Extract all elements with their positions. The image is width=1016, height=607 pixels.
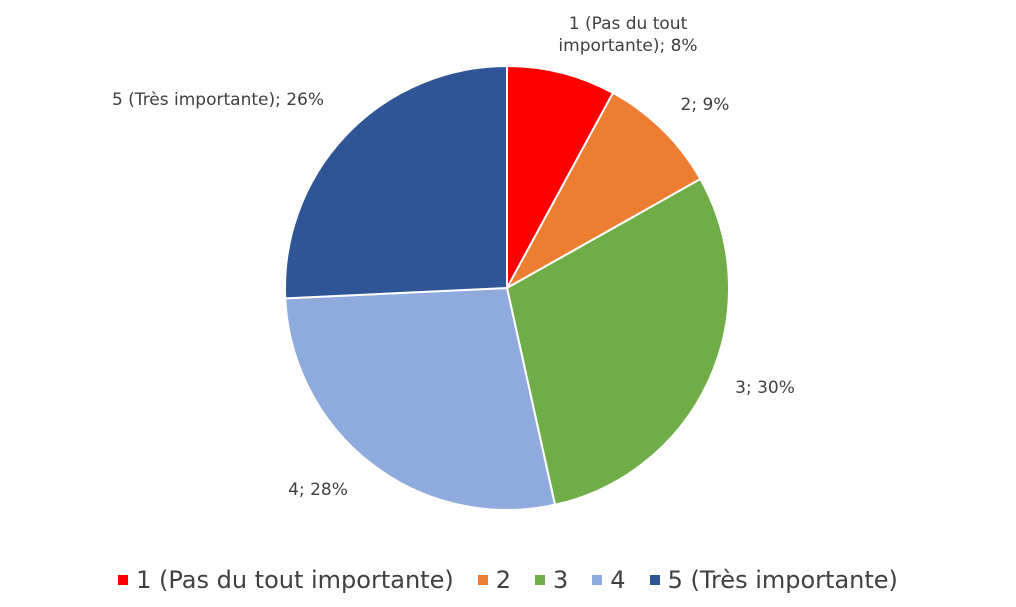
legend-swatch bbox=[118, 575, 129, 585]
data-label: 4; 28% bbox=[288, 480, 348, 500]
legend-label: 2 bbox=[495, 566, 511, 594]
legend-label: 1 (Pas du tout importante) bbox=[136, 566, 454, 594]
legend: 1 (Pas du tout importante) 2 3 4 5 (Très imp… bbox=[0, 566, 1016, 594]
data-label: 5 (Très importante); 26% bbox=[111, 90, 325, 110]
legend-swatch bbox=[535, 575, 545, 585]
legend-swatch bbox=[592, 575, 603, 585]
legend-label: 4 bbox=[610, 566, 626, 594]
pie-slice bbox=[284, 64, 508, 300]
data-label: 3; 30% bbox=[735, 378, 795, 398]
pie-slice bbox=[505, 177, 730, 506]
data-label: 1 (Pas du tout importante); 8% bbox=[558, 14, 698, 56]
legend-item: 5 (Très importante) bbox=[649, 566, 898, 594]
legend-swatch bbox=[477, 575, 488, 585]
legend-swatch bbox=[649, 575, 660, 585]
legend-item: 2 bbox=[477, 566, 511, 594]
pie-slice bbox=[506, 64, 615, 289]
data-label: 2; 9% bbox=[680, 95, 730, 115]
legend-item: 1 (Pas du tout importante) bbox=[118, 566, 454, 594]
legend-label: 3 bbox=[553, 566, 569, 594]
pie-slice bbox=[504, 91, 702, 291]
legend-label: 5 (Très importante) bbox=[667, 566, 898, 594]
legend-item: 3 bbox=[535, 566, 568, 594]
pie-slice bbox=[284, 286, 557, 511]
legend-item: 4 bbox=[592, 566, 626, 594]
